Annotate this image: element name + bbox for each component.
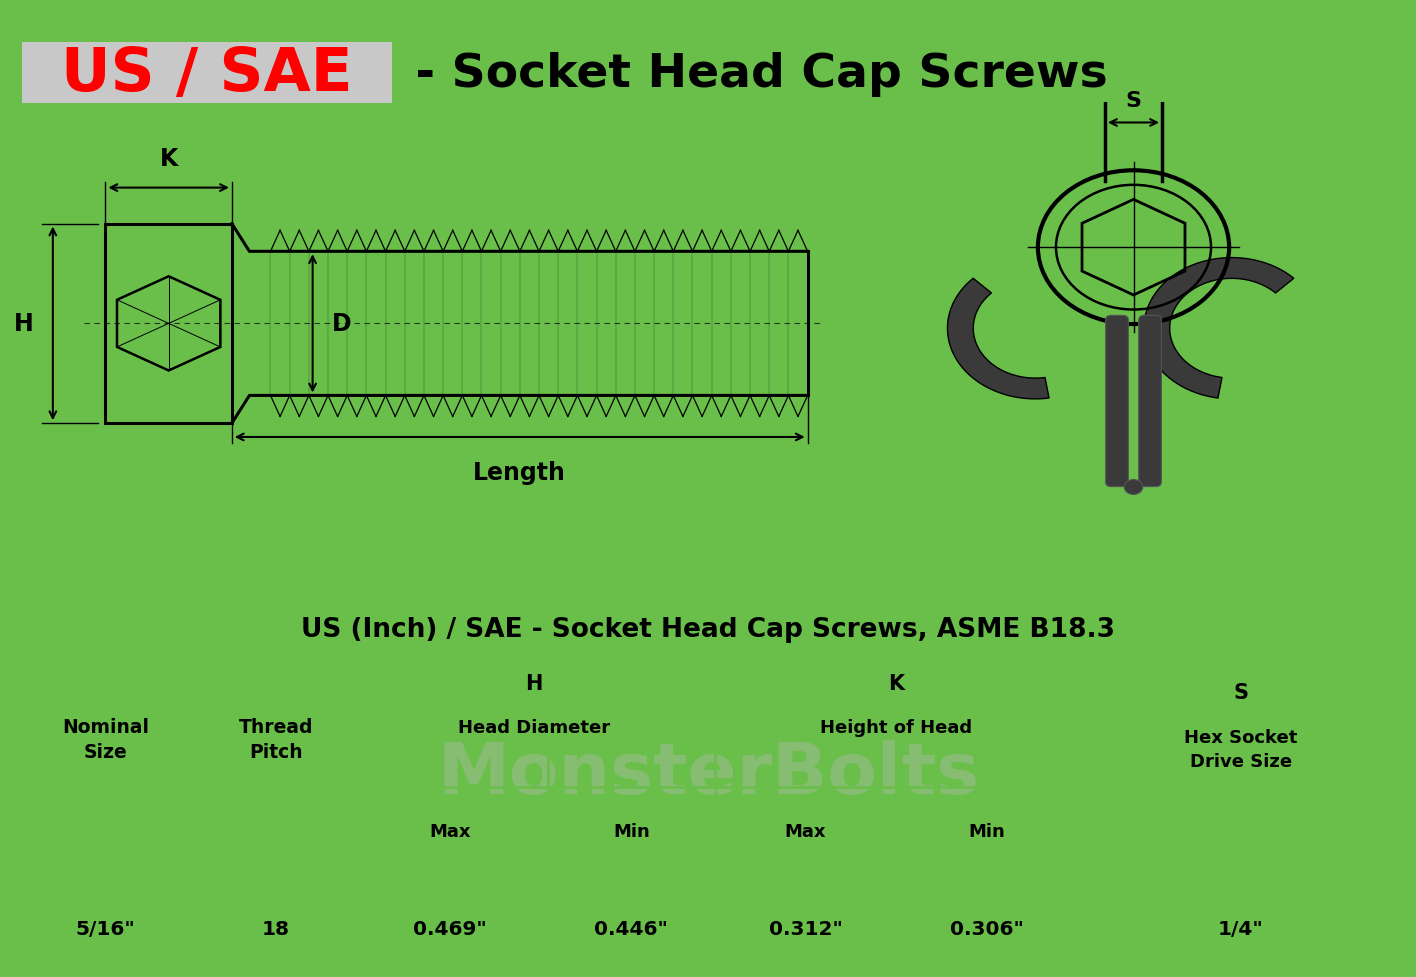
Text: Min: Min (969, 822, 1005, 840)
Bar (23, 43, 392, 104)
Text: MonsterBolts: MonsterBolts (438, 740, 978, 809)
Text: Head Diameter: Head Diameter (457, 718, 610, 736)
Text: 0.306": 0.306" (950, 918, 1024, 938)
Text: S: S (1126, 91, 1141, 110)
Text: H: H (525, 673, 542, 693)
Text: 18: 18 (262, 918, 290, 938)
FancyBboxPatch shape (1138, 316, 1161, 488)
Text: Max: Max (784, 822, 827, 840)
Text: Min: Min (613, 822, 650, 840)
Text: 0.446": 0.446" (595, 918, 668, 938)
Text: H: H (14, 312, 33, 336)
Bar (11, 593, 1405, 609)
Text: US (Inch) / SAE - Socket Head Cap Screws, ASME B18.3: US (Inch) / SAE - Socket Head Cap Screws… (302, 616, 1114, 642)
Text: K: K (160, 147, 178, 171)
Circle shape (1124, 480, 1143, 495)
Text: Max: Max (429, 822, 472, 840)
Text: Thread
Pitch: Thread Pitch (239, 717, 313, 761)
Bar (11, 8, 1405, 43)
FancyBboxPatch shape (1106, 316, 1129, 488)
Text: Length: Length (473, 461, 566, 485)
Text: 0.312": 0.312" (769, 918, 843, 938)
Polygon shape (1144, 258, 1294, 399)
Text: D: D (333, 312, 353, 336)
Text: 1/4": 1/4" (1218, 918, 1264, 938)
Text: Nominal
Size: Nominal Size (62, 717, 149, 761)
Text: US / SAE: US / SAE (61, 45, 353, 104)
Text: 5/16": 5/16" (75, 918, 136, 938)
Text: S: S (1233, 682, 1249, 702)
Text: Height of Head: Height of Head (820, 718, 973, 736)
Polygon shape (947, 279, 1049, 400)
Text: - Socket Head Cap Screws: - Socket Head Cap Screws (399, 52, 1107, 97)
Bar (11, 647, 1405, 659)
Text: 0.469": 0.469" (413, 918, 487, 938)
Text: Hex Socket
Drive Size: Hex Socket Drive Size (1184, 728, 1297, 770)
Text: K: K (888, 673, 905, 693)
